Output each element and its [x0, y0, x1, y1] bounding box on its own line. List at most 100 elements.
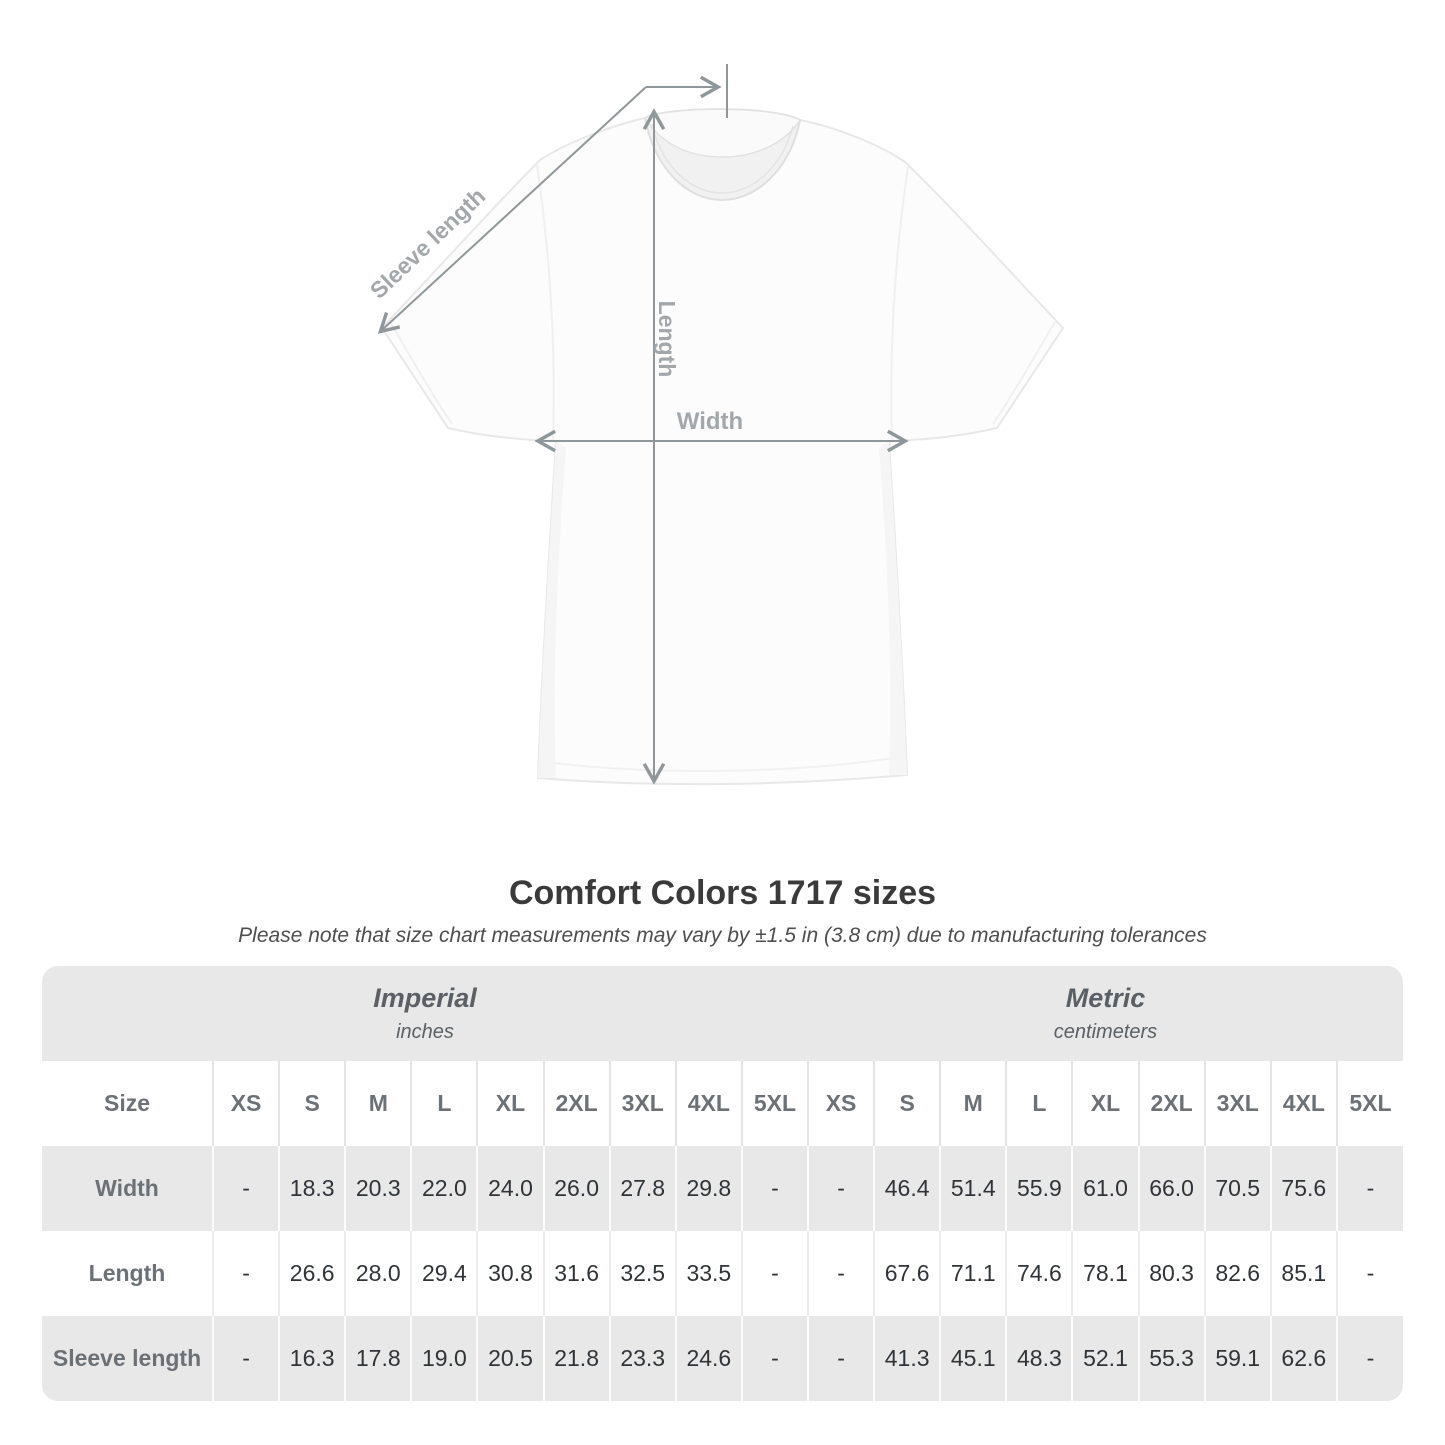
value-cell: -	[740, 1146, 808, 1231]
value-cell: -	[806, 1146, 875, 1231]
tshirt-illustration	[381, 108, 1064, 786]
value-cell: 75.6	[1269, 1146, 1337, 1231]
size-col-header: XS	[211, 1061, 280, 1146]
size-col-header: 2XL	[1137, 1061, 1205, 1146]
value-cell: 46.4	[873, 1146, 941, 1231]
value-cell: 41.3	[873, 1316, 941, 1401]
table-row-sleeve-length: Sleeve length - 16.3 17.8 19.0 20.5 21.8…	[42, 1316, 1403, 1401]
value-cell: -	[806, 1316, 875, 1401]
value-cell: 20.5	[476, 1316, 544, 1401]
value-cell: -	[1335, 1316, 1403, 1401]
value-cell: 31.6	[542, 1231, 610, 1316]
metric-title: Metric	[1065, 983, 1146, 1013]
value-cell: -	[1335, 1231, 1403, 1316]
value-cell: 26.6	[278, 1231, 346, 1316]
value-cell: 55.9	[1005, 1146, 1073, 1231]
table-row-width: Width - 18.3 20.3 22.0 24.0 26.0 27.8 29…	[42, 1146, 1403, 1231]
value-cell: -	[740, 1231, 808, 1316]
value-cell: -	[740, 1316, 808, 1401]
value-cell: 82.6	[1203, 1231, 1271, 1316]
value-cell: 29.4	[410, 1231, 478, 1316]
value-cell: 18.3	[278, 1146, 346, 1231]
row-label: Length	[88, 1260, 166, 1286]
value-cell: 23.3	[608, 1316, 676, 1401]
imperial-title: Imperial	[373, 983, 477, 1013]
left-sleeve-seam	[536, 164, 555, 441]
measurement-arrows	[377, 64, 909, 785]
value-cell: 70.5	[1203, 1146, 1271, 1231]
collar-back-panel	[643, 108, 802, 158]
value-cell: -	[1335, 1146, 1403, 1231]
value-cell: 80.3	[1137, 1231, 1205, 1316]
size-header-row: Size XS S M L XL 2XL 3XL 4XL 5XL XS S M …	[42, 1061, 1403, 1146]
size-table-grid: Imperial inches Metric centimeters Size …	[42, 966, 1403, 1401]
tolerance-note: Please note that size chart measurements…	[238, 924, 1207, 947]
length-label: Length	[654, 301, 680, 378]
size-col-header: XL	[476, 1061, 544, 1146]
size-col-header: S	[873, 1061, 941, 1146]
size-col-header: L	[410, 1061, 478, 1146]
value-cell: 71.1	[939, 1231, 1007, 1316]
value-cell: 17.8	[344, 1316, 412, 1401]
row-label: Sleeve length	[52, 1345, 202, 1371]
right-side-shadow	[879, 441, 907, 775]
size-col-header: M	[939, 1061, 1007, 1146]
value-cell: 30.8	[476, 1231, 544, 1316]
tshirt-measurement-diagram: Sleeve length Length Width	[365, 64, 1064, 786]
value-cell: 21.8	[542, 1316, 610, 1401]
size-corner-header: Size	[42, 1061, 213, 1146]
size-col-header: 4XL	[674, 1061, 742, 1146]
size-col-header: 3XL	[608, 1061, 676, 1146]
value-cell: 74.6	[1005, 1231, 1073, 1316]
value-cell: 32.5	[608, 1231, 676, 1316]
hem-fold-shadow	[544, 756, 901, 772]
value-cell: 66.0	[1137, 1146, 1205, 1231]
row-label: Width	[95, 1175, 159, 1201]
value-cell: 33.5	[674, 1231, 742, 1316]
value-cell: -	[211, 1231, 280, 1316]
value-cell: 61.0	[1071, 1146, 1139, 1231]
width-label: Width	[677, 408, 743, 435]
tshirt-body	[381, 108, 1064, 786]
value-cell: 24.0	[476, 1146, 544, 1231]
value-cell: 51.4	[939, 1146, 1007, 1231]
page-title: Comfort Colors 1717 sizes	[508, 874, 937, 912]
size-table: Imperial inches Metric centimeters Size …	[42, 966, 1403, 1401]
value-cell: 62.6	[1269, 1316, 1337, 1401]
unit-band-row: Imperial inches Metric centimeters	[42, 966, 1403, 1061]
sleeve-length-arrow-diagonal	[377, 86, 647, 334]
right-cuff-shadow	[992, 321, 1056, 425]
table-row-length: Length - 26.6 28.0 29.4 30.8 31.6 32.5 3…	[42, 1231, 1403, 1316]
value-cell: 24.6	[674, 1316, 742, 1401]
imperial-unit: inches	[396, 1021, 454, 1043]
size-col-header: 5XL	[740, 1061, 808, 1146]
value-cell: 78.1	[1071, 1231, 1139, 1316]
value-cell: 59.1	[1203, 1316, 1271, 1401]
collar-rib-edge	[651, 123, 794, 194]
value-cell: 29.8	[674, 1146, 742, 1231]
value-cell: 28.0	[344, 1231, 412, 1316]
size-col-header: 5XL	[1335, 1061, 1403, 1146]
size-col-header: M	[344, 1061, 412, 1146]
size-col-header: XS	[806, 1061, 875, 1146]
size-col-header: S	[278, 1061, 346, 1146]
left-side-shadow	[538, 441, 566, 778]
value-cell: 26.0	[542, 1146, 610, 1231]
value-cell: 55.3	[1137, 1316, 1205, 1401]
value-cell: 48.3	[1005, 1316, 1073, 1401]
size-col-header: 3XL	[1203, 1061, 1271, 1146]
value-cell: -	[211, 1316, 280, 1401]
value-cell: 52.1	[1071, 1316, 1139, 1401]
metric-group-header: Metric centimeters	[807, 966, 1403, 1061]
metric-unit: centimeters	[1053, 1021, 1158, 1043]
value-cell: 20.3	[344, 1146, 412, 1231]
value-cell: 19.0	[410, 1316, 478, 1401]
value-cell: 16.3	[278, 1316, 346, 1401]
value-cell: 45.1	[939, 1316, 1007, 1401]
size-col-header: 2XL	[542, 1061, 610, 1146]
right-sleeve-seam	[890, 166, 909, 441]
value-cell: -	[211, 1146, 280, 1231]
size-col-header: L	[1005, 1061, 1073, 1146]
value-cell: -	[806, 1231, 875, 1316]
